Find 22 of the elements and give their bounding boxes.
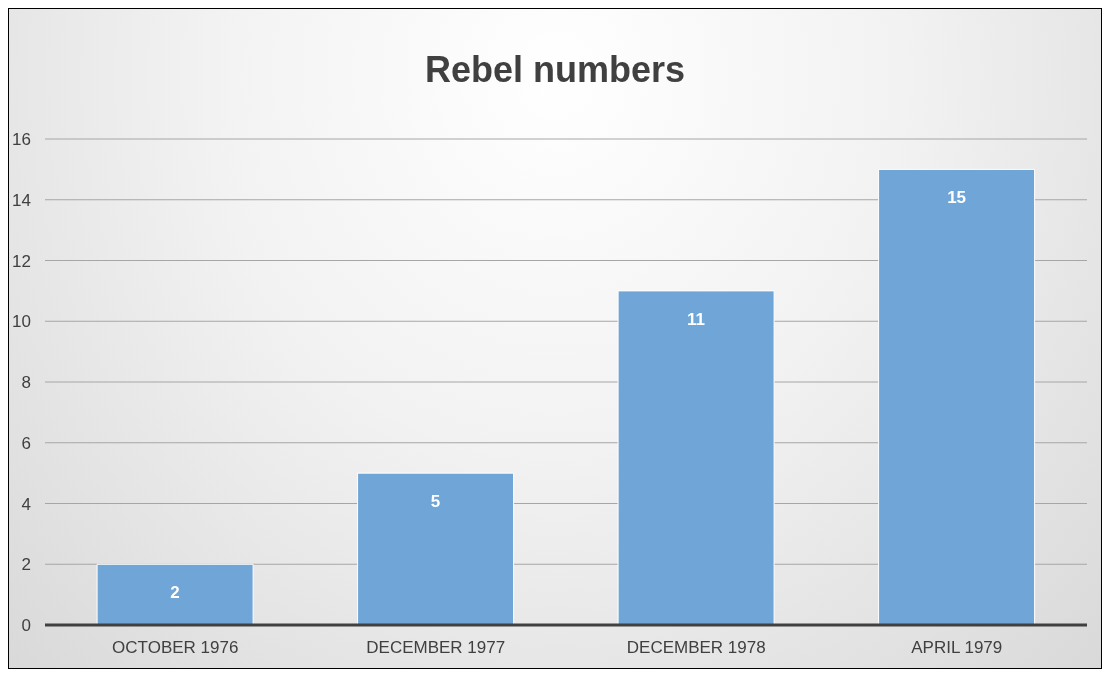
x-tick-label: OCTOBER 1976 (112, 638, 239, 658)
data-label: 2 (170, 583, 180, 603)
y-tick-label: 10 (12, 312, 31, 332)
y-tick-label: 6 (21, 433, 31, 453)
y-tick-label: 8 (21, 373, 31, 393)
chart-title: Rebel numbers (423, 49, 687, 91)
bar (617, 290, 775, 625)
y-tick-label: 0 (21, 616, 31, 636)
y-tick-label: 14 (12, 190, 31, 210)
data-label: 11 (687, 309, 706, 329)
y-tick-label: 2 (21, 555, 31, 575)
y-tick-label: 12 (12, 251, 31, 271)
bar (357, 472, 515, 625)
y-tick-label: 4 (21, 494, 31, 514)
y-tick-label: 16 (12, 130, 31, 150)
bar (878, 168, 1036, 625)
x-tick-label: DECEMBER 1978 (626, 638, 766, 658)
x-tick-label: APRIL 1979 (911, 638, 1003, 658)
data-label: 5 (430, 492, 441, 512)
bar (96, 563, 254, 625)
data-label: 15 (947, 188, 967, 208)
x-tick-label: DECEMBER 1977 (366, 638, 506, 658)
